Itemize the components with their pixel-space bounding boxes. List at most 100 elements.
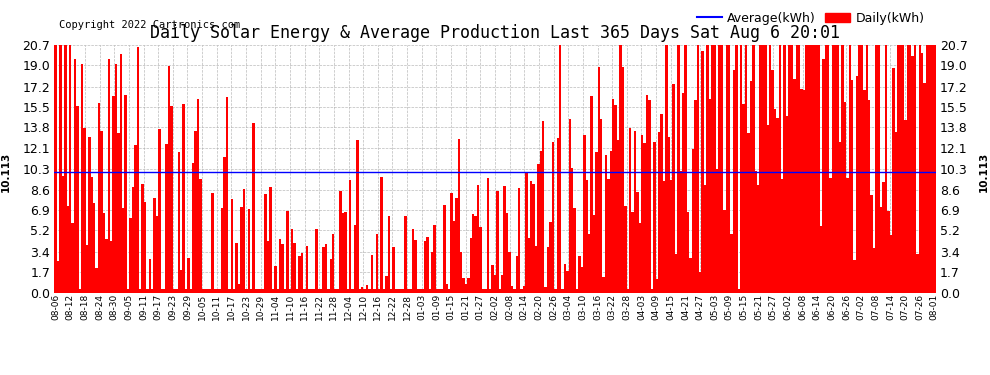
Bar bbox=[699, 272, 701, 292]
Bar bbox=[518, 188, 521, 292]
Bar bbox=[644, 143, 645, 292]
Bar bbox=[839, 142, 842, 292]
Bar bbox=[452, 220, 455, 292]
Bar bbox=[593, 215, 595, 292]
Bar bbox=[431, 252, 434, 292]
Bar bbox=[444, 205, 446, 292]
Bar bbox=[645, 94, 648, 292]
Bar bbox=[325, 244, 328, 292]
Bar bbox=[439, 289, 441, 292]
Bar bbox=[375, 234, 378, 292]
Bar bbox=[585, 180, 588, 292]
Bar bbox=[796, 45, 798, 292]
Bar bbox=[605, 156, 607, 292]
Bar bbox=[543, 121, 545, 292]
Bar bbox=[506, 213, 508, 292]
Bar bbox=[151, 289, 153, 292]
Bar bbox=[284, 289, 286, 292]
Bar bbox=[56, 261, 59, 292]
Bar bbox=[689, 258, 692, 292]
Bar bbox=[818, 45, 820, 292]
Bar bbox=[88, 137, 91, 292]
Bar bbox=[916, 254, 919, 292]
Bar bbox=[93, 204, 95, 292]
Bar bbox=[499, 289, 501, 292]
Bar bbox=[813, 45, 815, 292]
Bar bbox=[447, 289, 450, 292]
Bar bbox=[759, 45, 761, 292]
Bar bbox=[931, 45, 934, 292]
Bar bbox=[877, 45, 880, 292]
Bar bbox=[95, 268, 98, 292]
Bar bbox=[868, 100, 870, 292]
Bar bbox=[919, 45, 921, 292]
Bar bbox=[822, 59, 825, 292]
Bar bbox=[687, 212, 689, 292]
Bar bbox=[924, 82, 926, 292]
Bar bbox=[842, 45, 843, 292]
Bar bbox=[472, 214, 474, 292]
Bar bbox=[528, 238, 530, 292]
Bar bbox=[172, 289, 175, 292]
Bar bbox=[353, 225, 356, 292]
Bar bbox=[538, 164, 540, 292]
Bar bbox=[69, 45, 71, 292]
Bar bbox=[719, 45, 721, 292]
Bar bbox=[820, 226, 822, 292]
Bar bbox=[639, 223, 642, 292]
Bar bbox=[474, 216, 477, 292]
Bar bbox=[226, 97, 229, 292]
Bar bbox=[414, 240, 417, 292]
Bar bbox=[489, 289, 491, 292]
Bar bbox=[815, 45, 818, 292]
Bar bbox=[907, 45, 909, 292]
Bar bbox=[622, 67, 624, 292]
Bar bbox=[525, 173, 528, 292]
Bar bbox=[546, 248, 549, 292]
Bar bbox=[409, 289, 412, 292]
Bar bbox=[825, 45, 827, 292]
Bar bbox=[356, 140, 358, 292]
Bar bbox=[882, 182, 885, 292]
Bar bbox=[293, 243, 296, 292]
Bar bbox=[670, 180, 672, 292]
Bar bbox=[598, 67, 600, 292]
Bar bbox=[501, 274, 504, 292]
Bar bbox=[199, 179, 202, 292]
Bar bbox=[788, 45, 791, 292]
Bar bbox=[281, 244, 284, 292]
Bar bbox=[412, 229, 414, 292]
Bar bbox=[863, 90, 865, 292]
Bar bbox=[697, 45, 699, 292]
Bar bbox=[551, 142, 554, 292]
Bar bbox=[125, 94, 127, 292]
Bar bbox=[219, 289, 221, 292]
Bar bbox=[417, 289, 419, 292]
Bar bbox=[117, 134, 120, 292]
Bar bbox=[858, 45, 860, 292]
Bar bbox=[224, 157, 226, 292]
Bar bbox=[603, 277, 605, 292]
Bar bbox=[880, 207, 882, 292]
Bar bbox=[450, 192, 452, 292]
Bar bbox=[158, 129, 160, 292]
Bar bbox=[921, 53, 924, 292]
Bar bbox=[175, 289, 177, 292]
Bar bbox=[243, 189, 246, 292]
Bar bbox=[897, 45, 899, 292]
Bar bbox=[130, 218, 132, 292]
Bar bbox=[892, 68, 895, 292]
Bar bbox=[313, 289, 315, 292]
Bar bbox=[843, 102, 846, 292]
Bar bbox=[441, 289, 444, 292]
Bar bbox=[588, 234, 590, 292]
Bar bbox=[467, 279, 469, 292]
Bar bbox=[563, 264, 566, 292]
Bar bbox=[504, 186, 506, 292]
Bar bbox=[142, 184, 144, 292]
Bar bbox=[134, 145, 137, 292]
Bar bbox=[78, 289, 81, 292]
Bar bbox=[168, 66, 170, 292]
Bar bbox=[672, 84, 675, 292]
Bar bbox=[252, 123, 254, 292]
